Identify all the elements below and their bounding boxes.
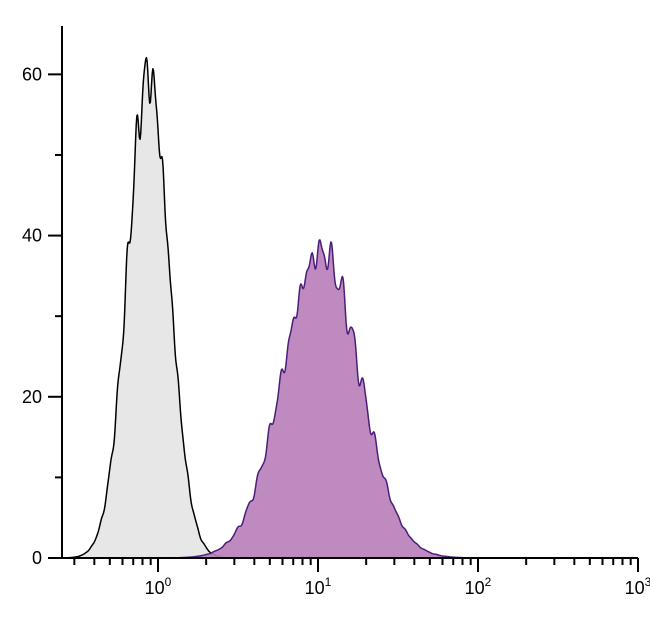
flow-cytometry-histogram: 1001011021030204060 bbox=[0, 0, 650, 618]
y-tick-label: 0 bbox=[32, 548, 42, 568]
y-tick-label: 40 bbox=[22, 226, 42, 246]
y-tick-label: 60 bbox=[22, 64, 42, 84]
y-tick-label: 20 bbox=[22, 387, 42, 407]
